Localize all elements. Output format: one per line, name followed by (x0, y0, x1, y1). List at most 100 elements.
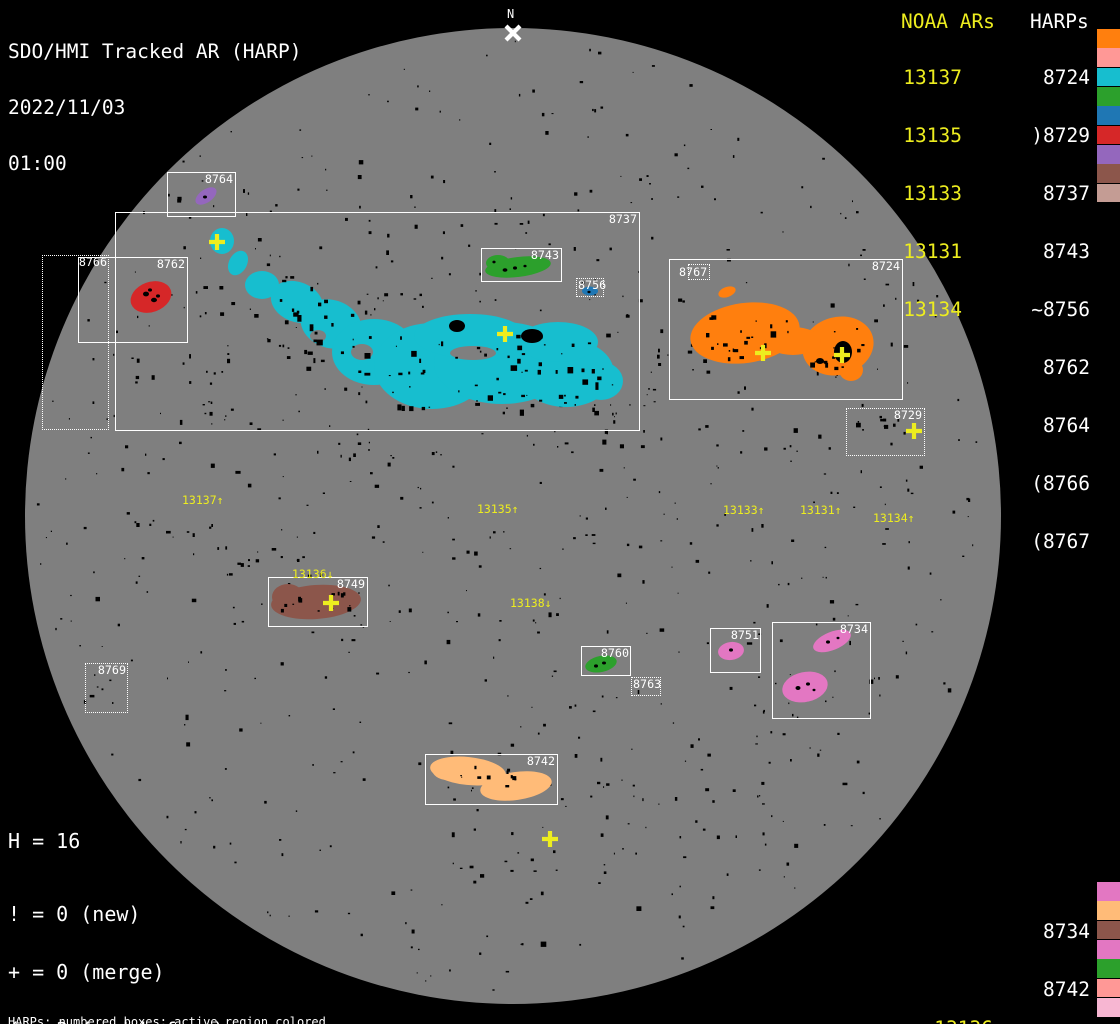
harp-box-label: 8734 (839, 622, 868, 636)
harp-item: (8767 (1031, 530, 1090, 554)
harp-box-8764: 8764 (167, 172, 236, 217)
noaa-disk-label-13131: 13131↑ (800, 503, 842, 517)
harp-box-8724: 8724 (669, 259, 903, 400)
noaa-item: 13137 (903, 66, 962, 90)
figure-title: SDO/HMI Tracked AR (HARP) (8, 39, 302, 63)
harp-box-8734: 8734 (772, 622, 871, 719)
noaa-cross-13136 (323, 595, 339, 611)
harp-region-8743-sunspots (492, 260, 527, 272)
noaa-item: 13133 (903, 182, 962, 206)
harp-box-8760: 8760 (581, 646, 631, 676)
harp-item: 8743 (1043, 240, 1090, 264)
harp-list-bottom: 8734 8742 8749 8751 8760 ?8763 (8769 (1005, 884, 1090, 1024)
harp-color-swatch-8724 (1097, 29, 1120, 48)
harp-item: 8742 (1043, 978, 1090, 1002)
noaa-cross-13131 (834, 347, 850, 363)
noaa-disk-label-13134: 13134↑ (873, 511, 915, 525)
harp-box-label: 8743 (530, 248, 559, 262)
harp-region-8737-sunspots (449, 320, 543, 343)
harp-item: ~8756 (1031, 298, 1090, 322)
noaa-cross-13133 (755, 345, 771, 361)
harp-box-8729: 8729 (846, 408, 925, 456)
harp-box-8756: 8756 (576, 278, 607, 297)
harp-region-8756-blob (582, 286, 598, 296)
harp-box-label: 8729 (893, 408, 922, 422)
harp-box-8743: 8743 (481, 248, 562, 282)
harp-color-swatch-8734 (1097, 882, 1120, 901)
solar-disk (25, 28, 1001, 1004)
noaa-cross-13134 (906, 423, 922, 439)
sunspot-speckles (278, 279, 865, 792)
harp-item: (8766 (1031, 472, 1090, 496)
noaa-list-top: 13137 13135 13133 13131 13134 (880, 30, 962, 339)
north-pole-marker (504, 24, 522, 42)
noaa-crosses (209, 234, 922, 847)
harp-box-8749: 8749 (268, 577, 368, 627)
noaa-disk-label-13135: 13135↑ (477, 502, 519, 516)
harp-box-8767 (688, 264, 710, 280)
noaa-cross-13135 (497, 326, 513, 342)
noaa-item: 13131 (903, 240, 962, 264)
quiet-sun-speckles (36, 40, 978, 991)
harp-box-label: 8749 (336, 577, 365, 591)
noaa-disk-label-13136: 13136↓ (292, 567, 334, 581)
harp-color-swatch-8729 (1097, 48, 1120, 67)
harp-box-label: 8756 (578, 278, 607, 292)
noaa-item: 13134 (903, 298, 962, 322)
figure-date: 2022/11/03 (8, 95, 126, 119)
harp-box-label: 8763 (633, 677, 662, 691)
noaa-cross-13137 (209, 234, 225, 250)
harp-color-swatch-8737 (1097, 67, 1120, 87)
harp-color-swatch-8763 (1097, 978, 1120, 998)
harp-color-swatch-8769 (1097, 998, 1120, 1017)
harp-item: 8737 (1043, 182, 1090, 206)
harp-color-swatch-8764 (1097, 145, 1120, 164)
harp-item: 8764 (1043, 414, 1090, 438)
harp-color-swatch-8749 (1097, 920, 1120, 940)
harp-region-8734-sunspots (143, 195, 840, 692)
harps-header: HARPs (1030, 10, 1089, 33)
noaa-cross-13138 (542, 831, 558, 847)
harp-item: )8729 (1031, 124, 1090, 148)
harp-color-swatch-8756 (1097, 106, 1120, 125)
harp-region-8743-blob (485, 255, 551, 278)
harp-box-label: 8751 (730, 628, 759, 642)
harp-box-label: 8762 (156, 257, 185, 271)
harp-box-label: 8724 (871, 259, 900, 273)
figure-time: 01:00 (8, 152, 67, 176)
harp-box-8769: 8769 (85, 663, 128, 713)
harp-region-8760-blob (585, 655, 617, 673)
harp-item: 8734 (1043, 920, 1090, 944)
harp-region-8737-blob (210, 228, 623, 409)
code-pad-before: ( = 3 (pad before) (8, 1020, 237, 1024)
harp-color-swatch-8743 (1097, 87, 1120, 106)
noaa-disk-label-13133: 13133↑ (723, 503, 765, 517)
harp-list-top: 8724 )8729 8737 8743 ~8756 8762 8764 (87… (1005, 30, 1090, 571)
harp-box-8737: 8737 (115, 212, 640, 431)
noaa-disk-label-13137: 13137↑ (182, 493, 224, 507)
harp-box-label: 8737 (608, 212, 637, 226)
code-merge: + = 0 (merge) (8, 960, 165, 985)
harp-box-label: 8764 (204, 172, 233, 186)
harp-color-swatch-8762 (1097, 125, 1120, 145)
harp-box-8751: 8751 (710, 628, 761, 673)
harp-color-swatch-8742 (1097, 901, 1120, 920)
title-block: SDO/HMI Tracked AR (HARP) 2022/11/03 01:… (8, 5, 302, 193)
harp-color-swatch-8751 (1097, 940, 1120, 959)
footnote-harps: HARPs: numbered boxes; active region col… (8, 1014, 326, 1024)
harp-box-label: 8769 (97, 663, 126, 677)
harp-region-8762-blob (130, 281, 172, 313)
status-code-legend: ! = 0 (new) + = 0 (merge) ( = 3 (pad bef… (8, 866, 237, 1024)
noaa-list-bottom: 13136 13138 (920, 980, 993, 1024)
harp-color-swatch-8760 (1097, 959, 1120, 978)
harp-count: H = 16 (8, 829, 81, 853)
noaa-ars-header: NOAA ARs (901, 10, 995, 33)
harp-item: 8724 (1043, 66, 1090, 90)
code-new: ! = 0 (new) (8, 901, 141, 926)
harp-box-8762: 8762 (78, 257, 188, 343)
harp-color-swatch-8766 (1097, 164, 1120, 183)
harp-box-label-8767: 8767 (679, 265, 708, 279)
noaa-disk-label-13138: 13138↓ (510, 596, 552, 610)
